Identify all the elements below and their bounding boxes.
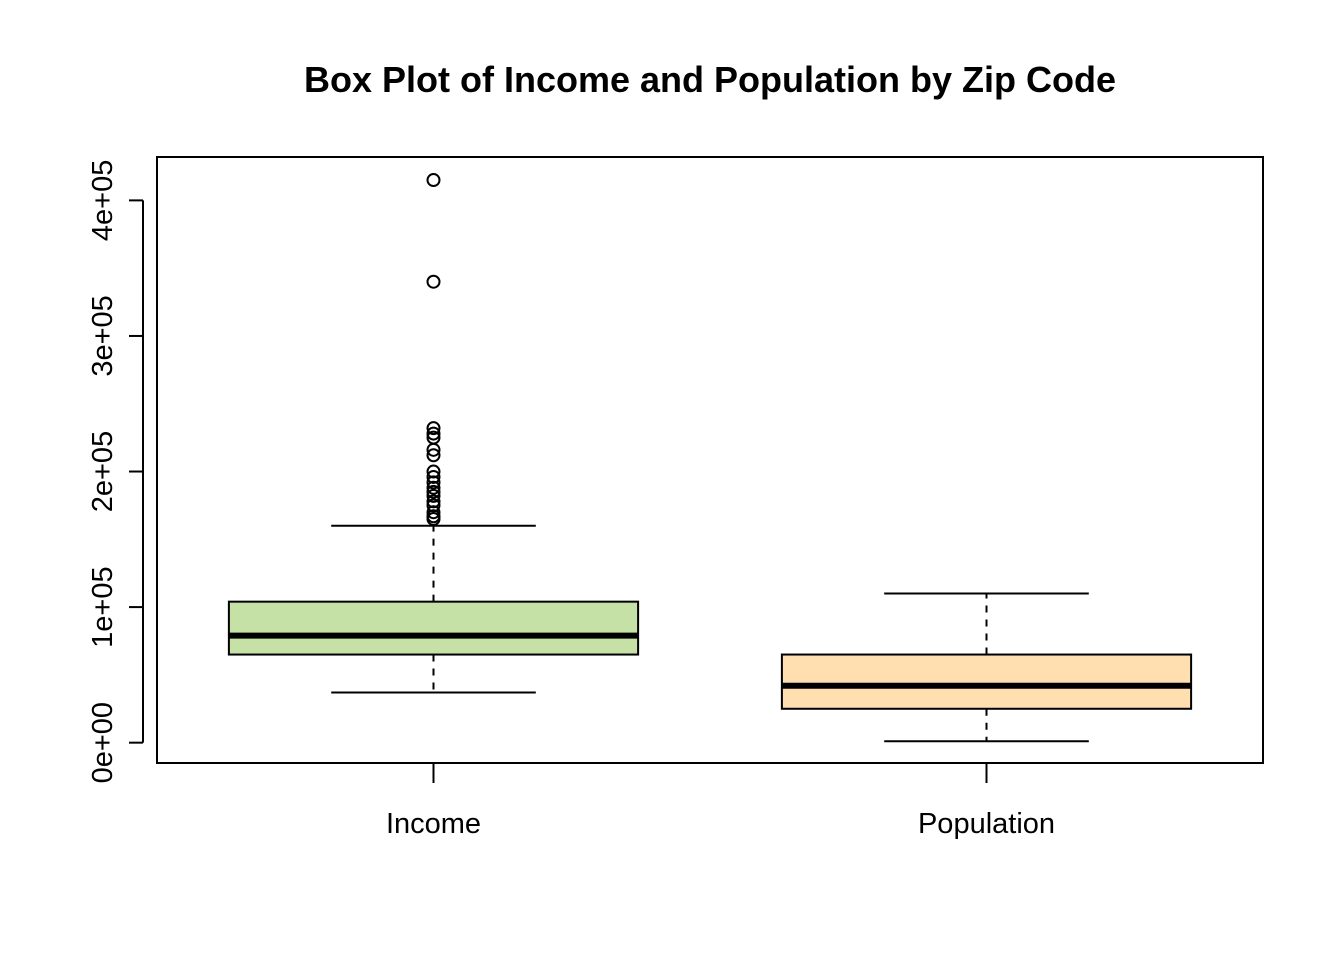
y-tick-label: 2e+05 [87,431,119,512]
outlier-point [426,469,441,484]
outlier-point [426,448,441,463]
y-axis: 0e+00 1e+05 2e+05 3e+05 4e+05 [87,160,144,783]
outlier-point [426,494,441,509]
box-group-population [780,592,1193,743]
x-tick-label: Income [386,808,481,840]
outlier-point [426,498,441,513]
iqr-box [780,653,1193,710]
outlier-point [426,511,441,526]
outlier-point [426,442,441,457]
x-axis: Income Population [386,763,1055,840]
y-tick-label: 4e+05 [87,160,119,241]
x-tick-label: Population [918,808,1055,840]
box-series [227,173,1193,743]
y-tick-label: 0e+00 [87,702,119,783]
y-tick-label: 1e+05 [87,566,119,647]
iqr-box [227,600,640,656]
y-tick-label: 3e+05 [87,295,119,376]
outlier-point [426,421,441,436]
plot-frame [156,156,1264,764]
chart-title: Box Plot of Income and Population by Zip… [304,59,1116,100]
outlier-point [426,475,441,490]
outlier-point [426,426,441,441]
outlier-point [426,484,441,499]
outlier-point [426,173,441,188]
outlier-point [426,488,441,503]
outlier-point [426,480,441,495]
box-group-income [227,173,640,694]
outlier-point [426,274,441,289]
outlier-point [426,505,441,520]
outlier-point [426,464,441,479]
